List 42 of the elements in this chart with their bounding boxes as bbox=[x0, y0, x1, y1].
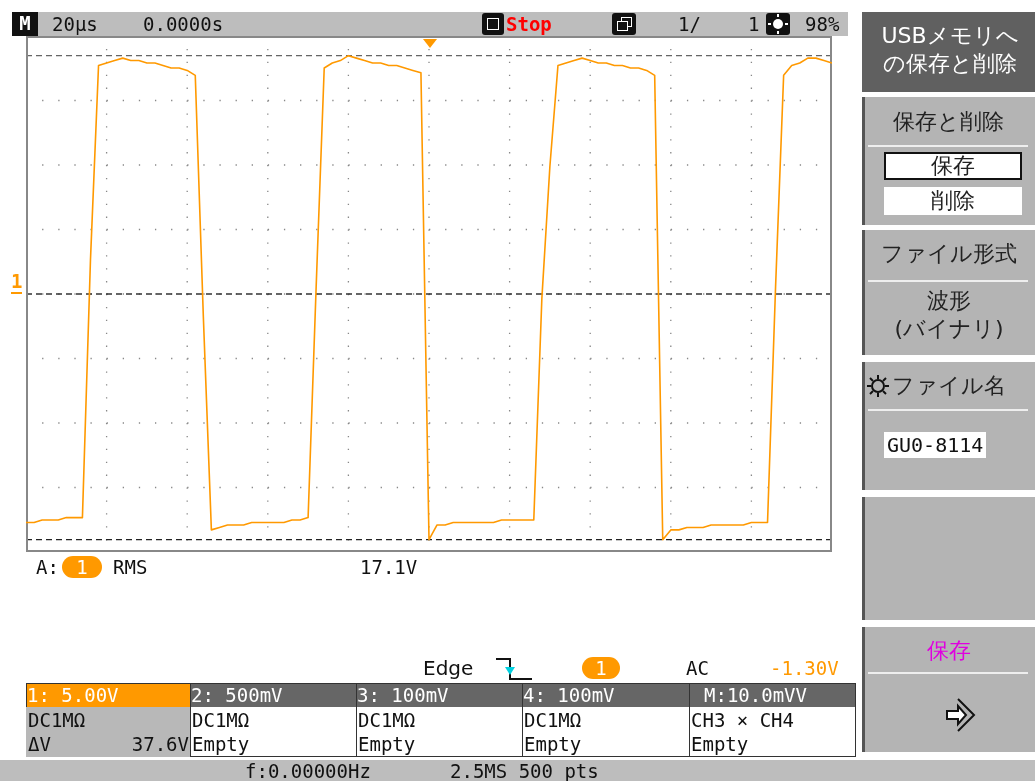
text: GU0-8114 bbox=[884, 432, 987, 458]
text: -1.30V bbox=[770, 657, 839, 679]
text: DC1MΩ bbox=[524, 709, 582, 731]
text: Empty bbox=[691, 733, 749, 755]
text: 17.1V bbox=[360, 556, 418, 578]
text: 0.0000s bbox=[143, 13, 224, 35]
text: RMS bbox=[113, 556, 148, 578]
text: ファイル形式 bbox=[879, 240, 1018, 268]
text: Empty bbox=[358, 733, 416, 755]
text: Stop bbox=[506, 13, 552, 35]
text: ファイル名 bbox=[892, 372, 1007, 400]
text: A: bbox=[36, 556, 59, 578]
text: DC1MΩ bbox=[358, 709, 416, 731]
text: 保存 bbox=[884, 152, 1022, 180]
text: Empty bbox=[524, 733, 582, 755]
text: 98% bbox=[805, 13, 840, 35]
text: f:0.00000Hz bbox=[245, 760, 371, 781]
text: USBメモリへの保存と削除 bbox=[880, 22, 1020, 78]
text: 37.6V bbox=[130, 733, 189, 755]
text: 保存と削除 bbox=[892, 108, 1005, 136]
text: ΔV bbox=[28, 733, 51, 755]
text: 1 bbox=[62, 556, 102, 578]
text: 1 bbox=[11, 270, 23, 294]
text: 1: 5.00V bbox=[27, 684, 190, 707]
text: Empty bbox=[192, 733, 250, 755]
text: DC1MΩ bbox=[192, 709, 250, 731]
text: M bbox=[12, 12, 38, 36]
text: 保存 bbox=[925, 637, 972, 665]
text: 1 bbox=[582, 657, 620, 679]
text: 3: 100mV bbox=[357, 684, 522, 707]
text: 20µs bbox=[52, 13, 98, 35]
text: CH3 × CH4 bbox=[691, 709, 794, 731]
text: DC1MΩ bbox=[28, 709, 86, 731]
text: 1 bbox=[748, 13, 760, 35]
text: 削除 bbox=[884, 187, 1022, 215]
text: M:10.0mVV bbox=[690, 684, 855, 707]
text: 4: 100mV bbox=[523, 684, 689, 707]
text: 2: 500mV bbox=[191, 684, 356, 707]
text: 波形(バイナリ) bbox=[893, 287, 1005, 343]
text: Edge bbox=[423, 656, 474, 680]
text: 1/ bbox=[678, 13, 701, 35]
text: AC bbox=[686, 657, 709, 679]
